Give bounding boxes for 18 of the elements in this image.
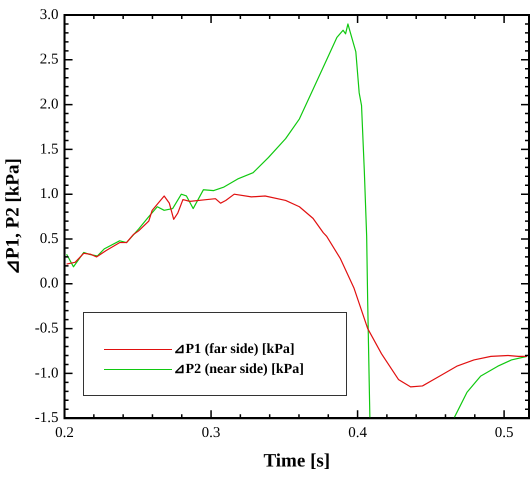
y-tick-label: -1.5: [34, 410, 59, 426]
x-tick-label: 0.5: [494, 425, 514, 442]
legend-label: ⊿P1 (far side) [kPa]: [174, 341, 295, 358]
x-tick-label: 0.2: [55, 425, 74, 442]
y-tick-label: 3.0: [40, 6, 59, 23]
y-tick-label: 1.0: [40, 186, 59, 202]
y-tick-label: 0.5: [40, 230, 59, 247]
x-tick-label: 0.4: [348, 425, 368, 442]
y-tick-label: -1.0: [34, 365, 59, 382]
y-axis-title: ⊿P1, P2 [kPa]: [2, 158, 24, 275]
x-axis-title: Time [s]: [263, 450, 330, 472]
y-tick-label: 2.5: [40, 52, 59, 68]
legend-label: ⊿P2 (near side) [kPa]: [174, 361, 304, 378]
y-tick-label: 1.5: [40, 141, 59, 158]
y-tick-label: -0.5: [34, 320, 59, 337]
y-tick-label: 0.0: [40, 276, 59, 292]
x-tick-label: 0.3: [202, 425, 220, 442]
y-tick-label: 2.0: [40, 96, 59, 113]
